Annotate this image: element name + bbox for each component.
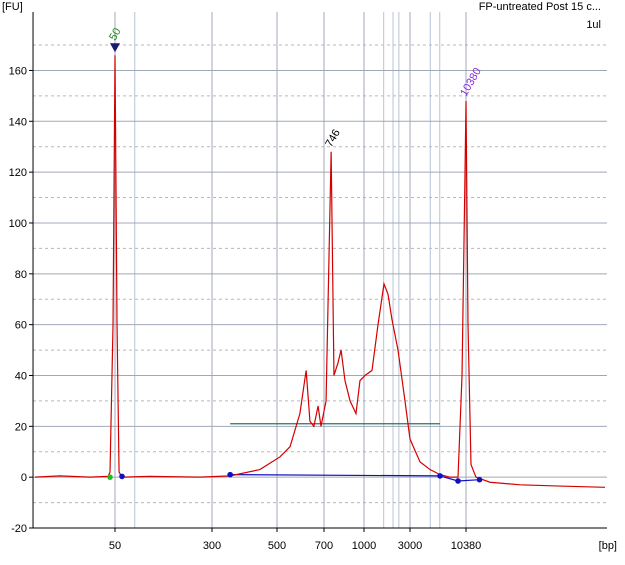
marker (107, 474, 113, 480)
x-tick-label: 700 (315, 540, 333, 552)
y-tick-label: 120 (9, 167, 27, 179)
y-tick-label: 0 (21, 472, 27, 484)
x-axis-label: [bp] (599, 540, 617, 552)
y-tick-label: 160 (9, 65, 27, 77)
y-tick-label: 40 (15, 370, 27, 382)
x-tick-label: 1000 (352, 540, 376, 552)
peak-label: 50 (107, 26, 124, 43)
y-tick-label: 60 (15, 320, 27, 332)
chart-subtitle: 1ul (586, 19, 601, 31)
marker (476, 476, 483, 483)
y-tick-label: 140 (9, 116, 27, 128)
x-tick-label: 3000 (398, 540, 422, 552)
y-tick-label: 100 (9, 218, 27, 230)
x-tick-label: 500 (268, 540, 286, 552)
y-tick-label: 80 (15, 269, 27, 281)
x-tick-label: 50 (109, 540, 121, 552)
y-axis-label: [FU] (2, 1, 23, 13)
marker (119, 473, 125, 480)
y-tick-label: -20 (11, 523, 27, 535)
chart-title: FP-untreated Post 15 c... (479, 1, 601, 13)
peak-marker (110, 43, 120, 53)
y-tick-label: 20 (15, 421, 27, 433)
marker (437, 473, 443, 479)
x-tick-label: 10380 (451, 540, 482, 552)
baseline (230, 474, 480, 482)
marker (227, 471, 233, 478)
marker (455, 478, 461, 484)
x-tick-label: 300 (203, 540, 221, 552)
